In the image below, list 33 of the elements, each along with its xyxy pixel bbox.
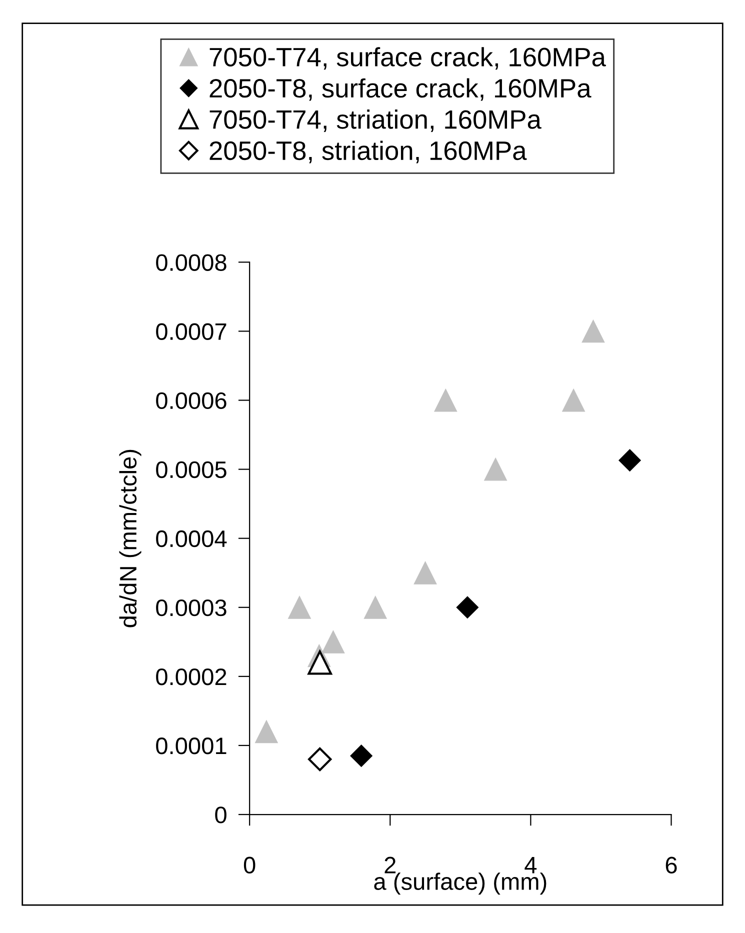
y-axis-title: da/dN (mm/ctcle) [119, 450, 142, 628]
point [434, 388, 458, 412]
point [456, 596, 479, 619]
x-axis-title: a (surface) (mm) [374, 872, 546, 895]
legend-label: 2050-T8, surface crack, 160MPa [210, 78, 592, 101]
legend-label: 2050-T8, striation, 160MPa [210, 140, 527, 164]
point [288, 596, 311, 619]
point [322, 630, 345, 654]
point [414, 561, 437, 584]
y-tick-label: 0.0007 [156, 323, 226, 340]
y-tick-label: 0.0001 [156, 738, 226, 754]
x-tick-label: 6 [666, 856, 677, 874]
point [308, 650, 332, 675]
legend-label: 7050-T74, striation, 160MPa [210, 109, 542, 132]
y-tick-label: 0.0003 [156, 599, 226, 616]
y-tick-label: 0.0006 [156, 392, 226, 410]
point [582, 320, 605, 343]
y-tick-label: 0 [215, 806, 226, 824]
legend-label: 7050-T74, surface crack, 160MPa [210, 47, 606, 70]
point [308, 747, 332, 772]
y-tick-label: 0.0005 [156, 461, 226, 478]
point [618, 449, 641, 472]
x-tick-label: 2 [384, 856, 396, 874]
y-tick-label: 0.0002 [156, 668, 226, 686]
y-tick-label: 0.0004 [156, 530, 227, 548]
x-tick-label: 0 [244, 856, 256, 874]
point [562, 388, 586, 412]
point [484, 458, 508, 481]
point [364, 596, 387, 619]
point [254, 720, 278, 744]
point [350, 744, 372, 767]
y-tick-label: 0.0008 [156, 254, 226, 271]
x-tick-label: 4 [524, 857, 537, 874]
